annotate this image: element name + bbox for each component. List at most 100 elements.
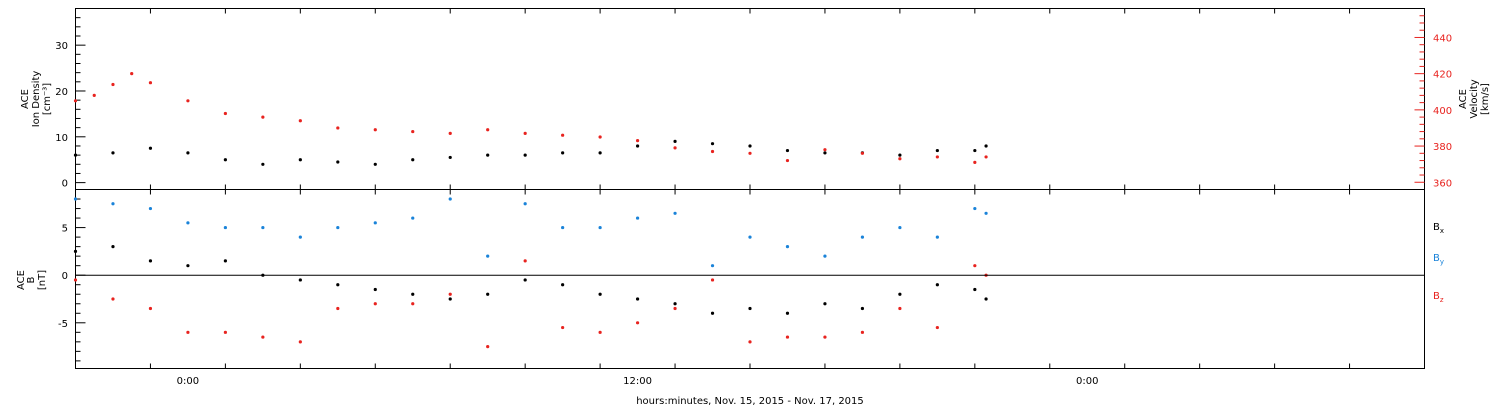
density-point <box>823 151 827 155</box>
velocity-point <box>486 128 490 132</box>
density-point <box>785 148 790 153</box>
velocity-point <box>935 155 939 159</box>
bx-point <box>635 297 640 301</box>
velocity-point <box>898 157 902 161</box>
by-point <box>823 254 827 258</box>
bz-point <box>111 297 115 301</box>
velocity-point <box>635 139 640 143</box>
top-left-axis-label-line3: [cm⁻³] <box>42 83 53 115</box>
bz-point <box>486 345 490 349</box>
bx-point <box>710 311 715 315</box>
bz-point <box>523 259 527 263</box>
x-tick-label: 12:00 <box>623 376 652 387</box>
bottom-y-tick-label: 0 <box>62 271 68 282</box>
bz-point <box>73 278 78 282</box>
density-point <box>111 151 115 155</box>
top-right-axis-label-line2: Velocity <box>1469 79 1480 118</box>
by-point <box>635 216 640 220</box>
top-left-axis-label-line1: ACE <box>20 89 31 109</box>
density-point <box>973 148 977 153</box>
by-point <box>223 225 227 230</box>
bz-point <box>823 335 827 339</box>
by-point <box>860 235 865 239</box>
velocity-point <box>186 99 190 103</box>
density-point <box>223 158 227 162</box>
top-left-y-tick-label: 30 <box>55 41 68 52</box>
top-panel-points <box>73 72 988 166</box>
by-point <box>785 245 790 249</box>
by-point <box>984 211 988 215</box>
x-tick-label: 0:00 <box>177 376 199 387</box>
bx-point <box>298 278 302 282</box>
bz-point <box>635 321 640 325</box>
by-point <box>898 225 902 230</box>
density-point <box>710 142 715 146</box>
velocity-point <box>336 126 340 130</box>
density-point <box>336 160 340 164</box>
x-axis-title: hours:minutes, Nov. 15, 2015 - Nov. 17, … <box>636 396 864 407</box>
density-point <box>261 162 265 166</box>
velocity-point <box>130 72 134 76</box>
density-point <box>298 158 302 162</box>
bx-point <box>148 259 153 263</box>
density-point <box>448 155 452 160</box>
velocity-point <box>973 160 977 164</box>
by-point <box>598 225 602 230</box>
velocity-point <box>785 158 790 163</box>
velocity-point <box>860 151 865 155</box>
by-point <box>373 221 377 225</box>
density-point <box>748 144 752 148</box>
density-point <box>898 153 902 157</box>
density-point <box>935 148 939 153</box>
bz-point <box>898 306 902 311</box>
bz-point <box>148 306 153 311</box>
bx-point <box>785 311 790 315</box>
density-point <box>373 162 377 166</box>
density-point <box>984 144 988 148</box>
top-right-y-tick-label: 380 <box>1433 142 1452 153</box>
by-point <box>486 254 490 258</box>
bz-point <box>298 340 302 344</box>
by-point <box>298 235 302 239</box>
bx-point <box>748 306 752 311</box>
bx-point <box>486 292 490 296</box>
velocity-point <box>148 81 153 85</box>
density-point <box>186 151 190 155</box>
bz-point <box>373 302 377 306</box>
legend-item: Bx <box>1433 222 1444 235</box>
by-point <box>710 264 715 268</box>
bz-point <box>860 330 865 334</box>
bz-point <box>935 325 939 330</box>
top-left-y-tick-label: 10 <box>55 133 68 144</box>
bx-point <box>898 292 902 296</box>
top-right-y-tick-label: 400 <box>1433 106 1452 117</box>
bz-point <box>673 306 677 311</box>
velocity-point <box>261 115 265 119</box>
bottom-y-tick-label: 5 <box>62 224 68 235</box>
top-left-axis-label: ACE Ion Density [cm⁻³] <box>20 71 53 128</box>
top-left-y-tick-label: 20 <box>55 87 68 98</box>
density-point <box>523 153 527 157</box>
velocity-point <box>710 149 715 154</box>
top-right-y-tick-label: 360 <box>1433 178 1452 189</box>
top-right-axis-label-line3: [km/s] <box>1480 83 1491 115</box>
by-point <box>73 197 78 201</box>
velocity-point <box>823 148 827 152</box>
velocity-point <box>411 129 415 134</box>
bx-point <box>73 249 78 253</box>
bz-point <box>336 306 340 311</box>
top-right-axis-label-line1: ACE <box>1458 89 1469 109</box>
velocity-point <box>598 135 602 139</box>
density-point <box>148 146 153 150</box>
bz-point <box>261 335 265 339</box>
density-point <box>486 153 490 157</box>
bz-point <box>748 340 752 344</box>
density-point <box>635 144 640 148</box>
by-point <box>748 235 752 239</box>
by-point <box>186 221 190 225</box>
velocity-point <box>73 99 78 103</box>
velocity-point <box>223 111 227 116</box>
bz-point <box>448 292 452 296</box>
bottom-axis-label-line1: ACE <box>16 270 27 290</box>
